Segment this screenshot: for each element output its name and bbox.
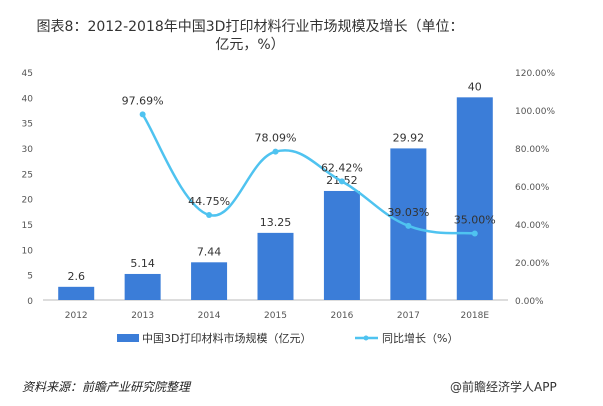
bar: [191, 262, 228, 300]
bar: [124, 273, 161, 300]
y-left-tick: 35: [22, 120, 33, 130]
growth-point: [139, 111, 146, 118]
bar-label: 40: [468, 80, 482, 93]
growth-point: [471, 230, 478, 237]
source-note: 资料来源：前瞻产业研究院整理: [22, 380, 191, 394]
bar-label: 7.44: [197, 245, 222, 258]
y-right-tick: 120.00%: [515, 69, 555, 79]
growth-point: [206, 211, 213, 218]
bar-label: 2.6: [67, 270, 85, 283]
growth-label: 97.69%: [122, 94, 164, 107]
bar: [257, 232, 294, 300]
bar: [456, 97, 493, 300]
growth-label: 39.03%: [387, 206, 429, 219]
y-left-tick: 25: [22, 170, 33, 180]
y-left-tick: 45: [22, 69, 33, 79]
y-left-tick: 20: [22, 196, 34, 206]
bar: [58, 286, 95, 300]
x-tick: 2012: [65, 311, 88, 321]
credit: @前瞻经济学人APP: [450, 380, 557, 394]
legend-line-label: 同比增长（%）: [382, 331, 458, 345]
x-tick: 2014: [198, 311, 221, 321]
y-right-tick: 20.00%: [515, 259, 550, 269]
y-left-tick: 0: [27, 297, 33, 307]
y-left-tick: 30: [22, 145, 34, 155]
y-left-tick: 40: [22, 94, 34, 104]
y-left-tick: 10: [22, 246, 34, 256]
bar: [323, 190, 360, 300]
growth-label: 78.09%: [255, 132, 297, 145]
growth-point: [405, 222, 412, 229]
growth-label: 62.42%: [321, 161, 363, 174]
y-left-tick: 5: [27, 272, 33, 282]
y-right-tick: 60.00%: [515, 183, 550, 193]
bar-label: 13.25: [260, 216, 292, 229]
x-tick: 2018E: [460, 311, 489, 321]
chart-title: 图表8：2012-2018年中国3D打印材料行业市场规模及增长（单位：亿元，%）: [36, 19, 464, 53]
legend-line-marker: [363, 335, 369, 341]
bar-label: 5.14: [130, 257, 155, 270]
y-right-tick: 0.00%: [515, 297, 544, 307]
y-left-tick: 15: [22, 221, 33, 231]
x-tick: 2016: [330, 311, 353, 321]
y-right-tick: 100.00%: [515, 107, 555, 117]
growth-point: [338, 178, 345, 185]
growth-label: 44.75%: [188, 195, 230, 208]
bar-label: 29.92: [393, 131, 425, 144]
x-tick: 2013: [131, 311, 154, 321]
legend-bar-swatch: [117, 334, 139, 342]
y-right-tick: 40.00%: [515, 221, 550, 231]
y-right-tick: 80.00%: [515, 145, 550, 155]
legend-bar-label: 中国3D打印材料市场规模（亿元）: [142, 331, 311, 345]
growth-label: 35.00%: [454, 214, 496, 227]
x-tick: 2015: [264, 311, 287, 321]
growth-point: [272, 148, 279, 155]
x-tick: 2017: [397, 311, 420, 321]
